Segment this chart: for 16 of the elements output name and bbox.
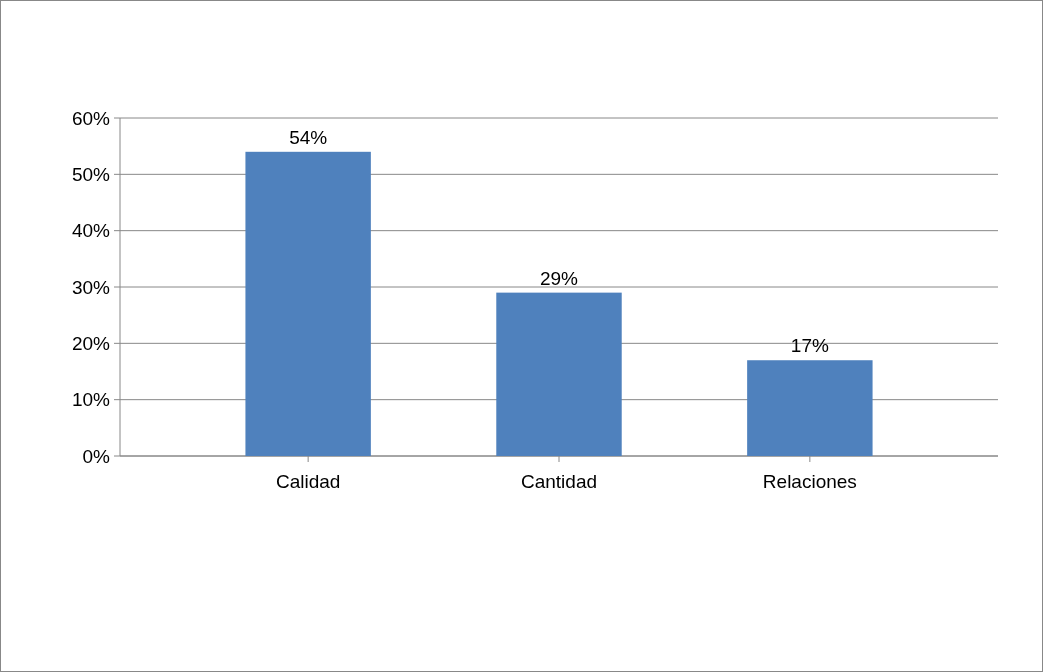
y-tick-label: 20%: [71, 332, 111, 354]
data-label: 17%: [790, 335, 829, 357]
x-tick-label: Calidad: [275, 471, 341, 492]
bar: [496, 292, 622, 456]
x-tick-label: Cantidad: [520, 471, 598, 492]
data-label: 29%: [539, 267, 579, 289]
y-tick-label: 30%: [71, 276, 111, 298]
y-tick-label: 50%: [71, 163, 111, 185]
bar: [747, 360, 873, 456]
bar: [245, 151, 371, 456]
y-tick-label: 10%: [71, 389, 111, 411]
x-tick-label: Relaciones: [762, 471, 857, 492]
y-tick-label: 40%: [71, 220, 111, 242]
y-tick-label: 60%: [71, 107, 111, 129]
data-label: 54%: [289, 126, 328, 148]
y-tick-label: 0%: [82, 445, 111, 467]
